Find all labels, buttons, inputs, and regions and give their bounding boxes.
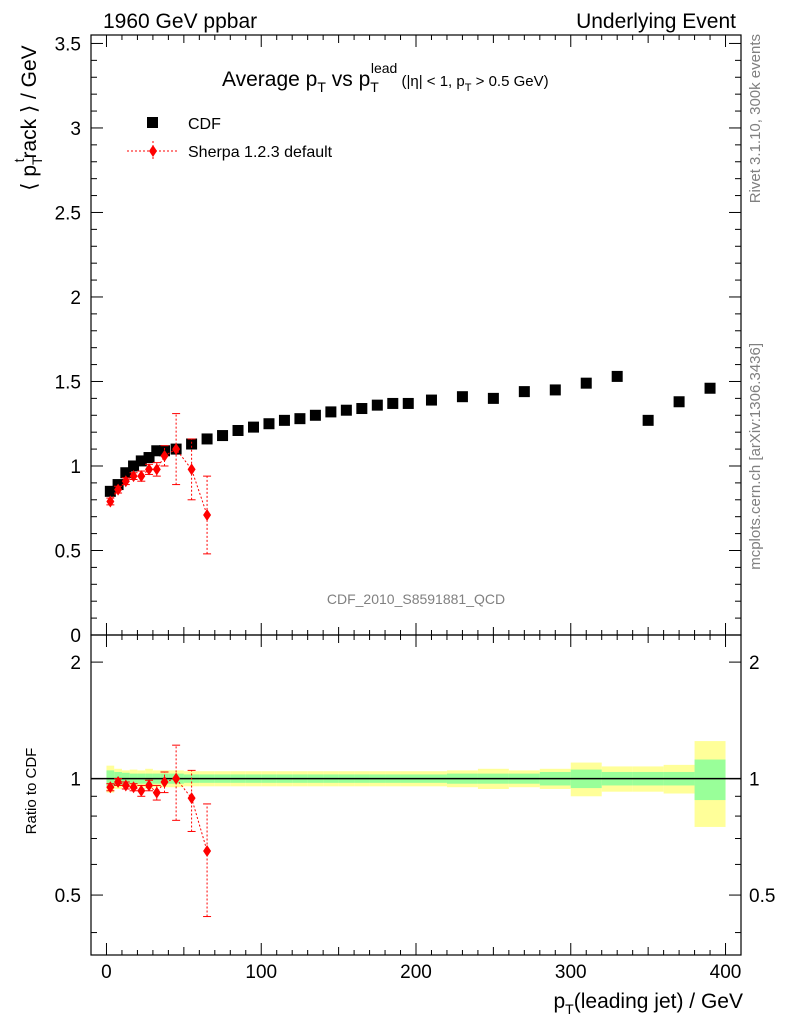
header-left: 1960 GeV ppbar bbox=[103, 10, 257, 33]
cdf-point bbox=[371, 399, 383, 411]
cdf-point bbox=[201, 433, 213, 445]
band-inner bbox=[694, 759, 726, 801]
cdf-point bbox=[263, 418, 275, 430]
y-tick-label: 1 bbox=[70, 457, 81, 478]
x-tick-label: 300 bbox=[555, 962, 587, 983]
x-tick-label: 0 bbox=[101, 962, 112, 983]
cdf-point bbox=[309, 409, 321, 421]
cdf-point bbox=[673, 396, 685, 408]
cdf-point bbox=[456, 391, 468, 403]
cdf-point bbox=[487, 392, 499, 404]
ratio-y-tick-label-right: 2 bbox=[749, 653, 760, 674]
cdf-point bbox=[340, 404, 352, 416]
cdf-point bbox=[217, 430, 229, 442]
cdf-point bbox=[387, 397, 399, 409]
x-axis-label: pT(leading jet) / GeV bbox=[553, 990, 743, 1017]
y-tick-label: 0.5 bbox=[55, 541, 81, 562]
ratio-uncertainty-bands bbox=[91, 741, 741, 827]
x-tick-label: 400 bbox=[710, 962, 742, 983]
mc-point bbox=[152, 463, 161, 476]
mc-point bbox=[145, 463, 154, 476]
legend-cdf-label: CDF bbox=[188, 116, 221, 133]
analysis-watermark: CDF_2010_S8591881_QCD bbox=[327, 591, 505, 607]
ratio-mc-point bbox=[106, 781, 115, 794]
rivet-label: Rivet 3.1.10, 300k events bbox=[747, 34, 764, 203]
ratio-mc-point bbox=[203, 844, 212, 857]
mc-series bbox=[106, 413, 212, 555]
mc-point bbox=[187, 463, 196, 476]
cdf-point bbox=[248, 421, 259, 433]
ratio-y-tick-label-right: 1 bbox=[749, 770, 760, 791]
cdf-point bbox=[611, 370, 623, 382]
cdf-point bbox=[549, 384, 561, 396]
ratio-mc-point bbox=[172, 772, 181, 785]
y-tick-label: 1.5 bbox=[55, 372, 81, 393]
ratio-mc-series bbox=[106, 744, 212, 918]
ratio-y-axis-label: Ratio to CDF bbox=[23, 748, 40, 835]
mc-point bbox=[137, 470, 146, 483]
y-tick-label: 3 bbox=[70, 119, 81, 140]
header-right: Underlying Event bbox=[576, 10, 736, 33]
ratio-mc-point bbox=[145, 779, 154, 792]
cdf-point bbox=[143, 452, 155, 464]
ratio-y-tick-label: 1 bbox=[70, 770, 81, 791]
ratio-mc-point bbox=[121, 779, 130, 792]
cdf-point bbox=[402, 397, 414, 409]
mc-point bbox=[172, 443, 181, 456]
mc-point bbox=[160, 449, 169, 462]
cdf-point bbox=[278, 414, 290, 426]
cdf-point bbox=[356, 403, 368, 415]
y-tick-label: 2.5 bbox=[55, 203, 81, 224]
main-title: Average pT vs pTlead (|η| < 1, pT > 0.5 … bbox=[222, 60, 549, 95]
cdf-point bbox=[151, 445, 163, 457]
x-tick-label: 100 bbox=[245, 962, 277, 983]
y-tick-label: 0 bbox=[70, 626, 81, 647]
legend-mc-label: Sherpa 1.2.3 default bbox=[188, 144, 333, 161]
ratio-axes: 0 100 200 300 400 0.5 0.5 1 1 2 2 bbox=[55, 634, 775, 983]
main-y-axis-label: ⟨ pTtrack ⟩ / GeV bbox=[11, 45, 45, 190]
cdf-point bbox=[580, 377, 592, 389]
cdf-point bbox=[186, 438, 198, 450]
x-tick-label: 200 bbox=[400, 962, 432, 983]
cdf-point bbox=[135, 455, 147, 467]
cdf-point bbox=[642, 414, 654, 426]
cdf-point bbox=[325, 406, 337, 418]
mc-point bbox=[129, 470, 138, 483]
ratio-mc-point bbox=[152, 786, 161, 799]
mc-point bbox=[106, 495, 115, 508]
cdf-point bbox=[120, 467, 132, 479]
cdf-point bbox=[294, 413, 306, 425]
ratio-mc-point bbox=[160, 775, 169, 788]
mcplots-label: mcplots.cern.ch [arXiv:1306.3436] bbox=[747, 343, 764, 570]
ratio-y-tick-label: 2 bbox=[70, 653, 81, 674]
y-tick-label: 3.5 bbox=[55, 34, 81, 55]
cdf-point bbox=[232, 424, 244, 436]
legend-cdf-marker bbox=[147, 117, 158, 128]
cdf-point bbox=[518, 386, 530, 398]
cdf-point bbox=[425, 394, 437, 406]
legend: CDF Sherpa 1.2.3 default bbox=[127, 116, 333, 161]
mc-point bbox=[121, 475, 130, 488]
ratio-mc-point bbox=[114, 775, 123, 788]
cdf-series bbox=[104, 370, 716, 497]
y-tick-label: 2 bbox=[70, 288, 81, 309]
mc-point bbox=[114, 483, 123, 496]
ratio-mc-point bbox=[137, 784, 146, 797]
cdf-point bbox=[128, 460, 140, 472]
cdf-point bbox=[104, 485, 116, 497]
ratio-mc-point bbox=[187, 792, 196, 805]
ratio-y-tick-label-right: 0.5 bbox=[749, 886, 775, 907]
ratio-y-tick-label: 0.5 bbox=[55, 886, 81, 907]
legend-mc-marker bbox=[149, 145, 157, 157]
cdf-point bbox=[704, 382, 716, 394]
ratio-mc-point bbox=[129, 781, 138, 794]
mc-point bbox=[203, 509, 212, 521]
